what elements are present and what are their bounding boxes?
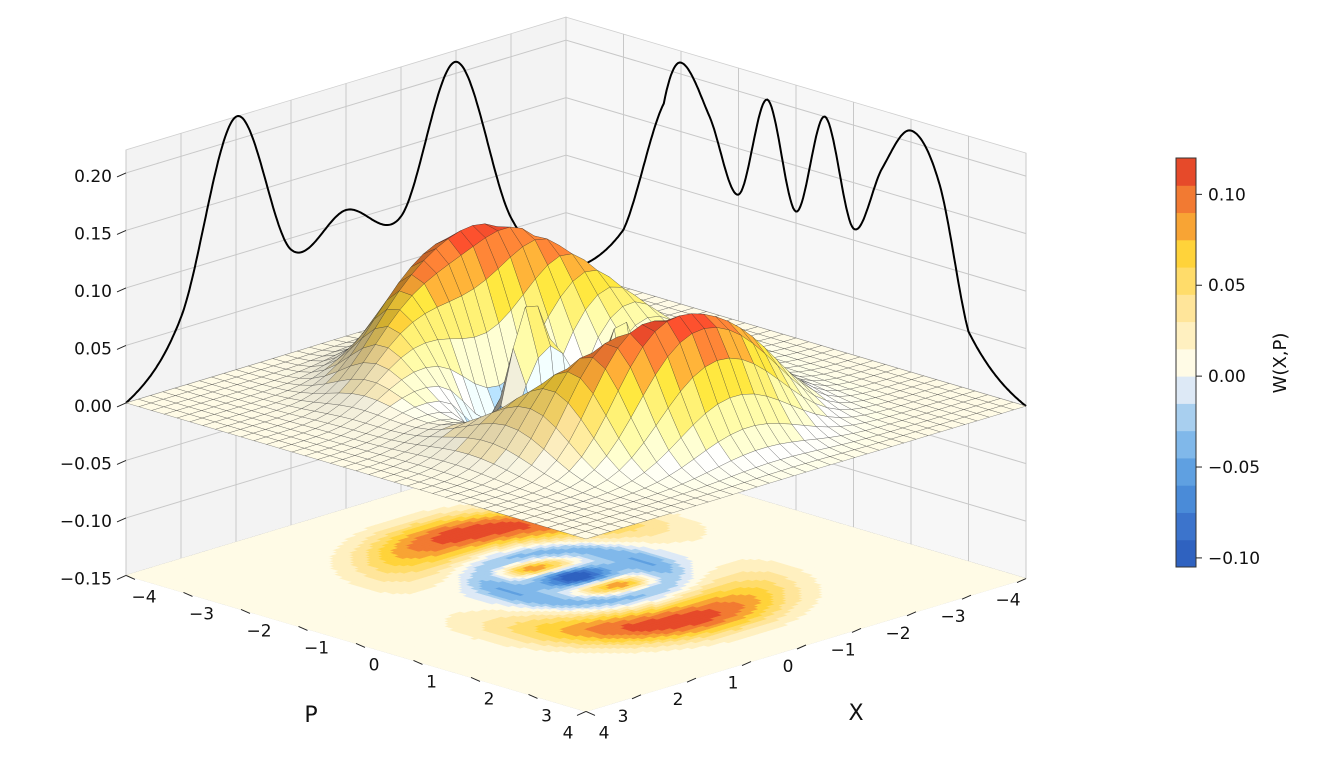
grid-line-z bbox=[125, 39, 1027, 177]
grid-line-z bbox=[125, 154, 1027, 292]
grid-line-z bbox=[125, 97, 1027, 235]
grid-line-z bbox=[125, 212, 1027, 350]
